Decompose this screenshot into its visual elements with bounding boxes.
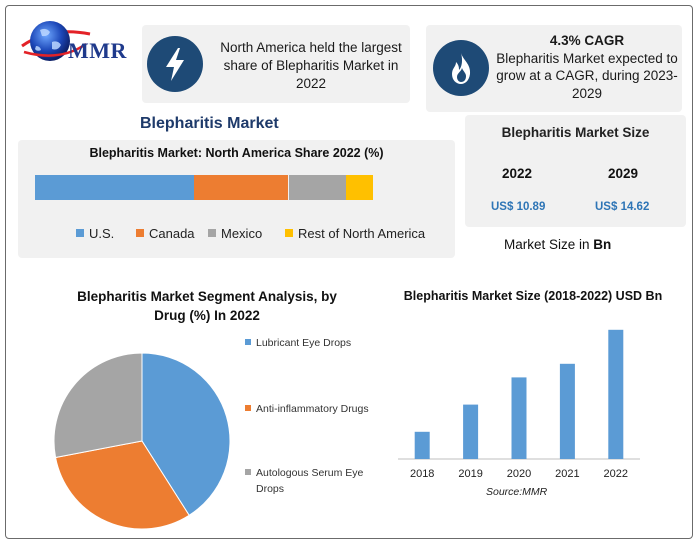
cagr-highlight-card: 4.3% CAGR Blepharitis Market expected to… xyxy=(426,25,682,112)
bar-2021 xyxy=(559,363,575,459)
bar-chart-title: Blepharitis Market Size (2018-2022) USD … xyxy=(403,289,663,303)
share-segment-rest-of-north-america xyxy=(345,175,373,200)
flame-icon xyxy=(433,40,489,96)
bar-2018 xyxy=(414,431,430,459)
legend-item-canada: Canada xyxy=(136,226,195,241)
legend-label: Lubricant Eye Drops xyxy=(256,337,352,349)
x-tick-label-2022: 2022 xyxy=(604,468,628,480)
share-segment-canada xyxy=(193,175,289,200)
share-segment-u-s xyxy=(35,175,194,200)
legend-label: Rest of North America xyxy=(298,226,426,241)
source-note: Source:MMR xyxy=(486,486,548,498)
legend-label: U.S. xyxy=(89,226,115,241)
cagr-description: Blepharitis Market expected to grow at a… xyxy=(496,50,678,101)
market-size-title: Blepharitis Market Size xyxy=(501,125,650,140)
market-title: Blepharitis Market xyxy=(140,115,279,132)
legend-swatch xyxy=(76,229,84,237)
share-highlight-text: North America held the largest share of … xyxy=(220,40,402,91)
legend-label: Autologous Serum Eye Drops xyxy=(256,467,364,495)
x-tick-label-2019: 2019 xyxy=(458,468,482,480)
market-size-unit-note: Market Size in Bn xyxy=(504,237,611,252)
unit-bn: Bn xyxy=(593,237,612,252)
share-chart-title: Blepharitis Market: North America Share … xyxy=(89,146,384,160)
logo-text: MMR xyxy=(68,38,127,63)
x-tick-label-2018: 2018 xyxy=(410,468,434,480)
legend-swatch xyxy=(245,469,251,475)
value-2029: US$ 14.62 xyxy=(595,201,650,213)
legend-label: Mexico xyxy=(221,226,263,241)
year-2022-label: 2022 xyxy=(502,166,533,181)
globe-icon xyxy=(21,21,91,61)
bar-2022 xyxy=(608,329,624,459)
cagr-highlight-text: 4.3% CAGR Blepharitis Market expected to… xyxy=(492,32,682,102)
unit-prefix: Market Size in xyxy=(504,237,594,252)
pie-slice-anti-inflammatory-drugs xyxy=(54,440,190,530)
legend-swatch xyxy=(245,405,251,411)
pie-slice-autologous-serum-eye-drops xyxy=(53,352,143,459)
legend-label: Anti-inflammatory Drugs xyxy=(256,403,369,415)
bar-2019 xyxy=(463,404,479,459)
value-2022: US$ 10.89 xyxy=(491,201,546,213)
legend-label: Canada xyxy=(149,226,195,241)
market-size-card: Blepharitis Market Size 2022 2029 US$ 10… xyxy=(465,115,686,227)
legend-item-mexico: Mexico xyxy=(208,226,262,241)
pie-chart-title: Blepharitis Market Segment Analysis, by … xyxy=(77,289,337,323)
cagr-value: 4.3% CAGR xyxy=(549,33,625,48)
legend-swatch xyxy=(136,229,144,237)
legend-swatch xyxy=(285,229,293,237)
share-highlight-card: North America held the largest share of … xyxy=(142,25,410,103)
legend-item-rest-of-north-america: Rest of North America xyxy=(285,226,425,241)
bar-2020 xyxy=(511,377,527,459)
share-stacked-bar xyxy=(35,175,373,200)
year-2029-label: 2029 xyxy=(608,166,639,181)
share-segment-mexico xyxy=(288,175,346,200)
legend-swatch xyxy=(208,229,216,237)
infographic-frame xyxy=(5,5,693,539)
legend-swatch xyxy=(245,339,251,345)
legend-item-u-s: U.S. xyxy=(76,226,114,241)
mmr-logo: MMR xyxy=(20,16,144,66)
lightning-icon xyxy=(147,36,203,92)
share-chart-card: Blepharitis Market: North America Share … xyxy=(18,140,455,258)
x-tick-label-2020: 2020 xyxy=(507,468,531,480)
x-tick-label-2021: 2021 xyxy=(555,468,579,480)
